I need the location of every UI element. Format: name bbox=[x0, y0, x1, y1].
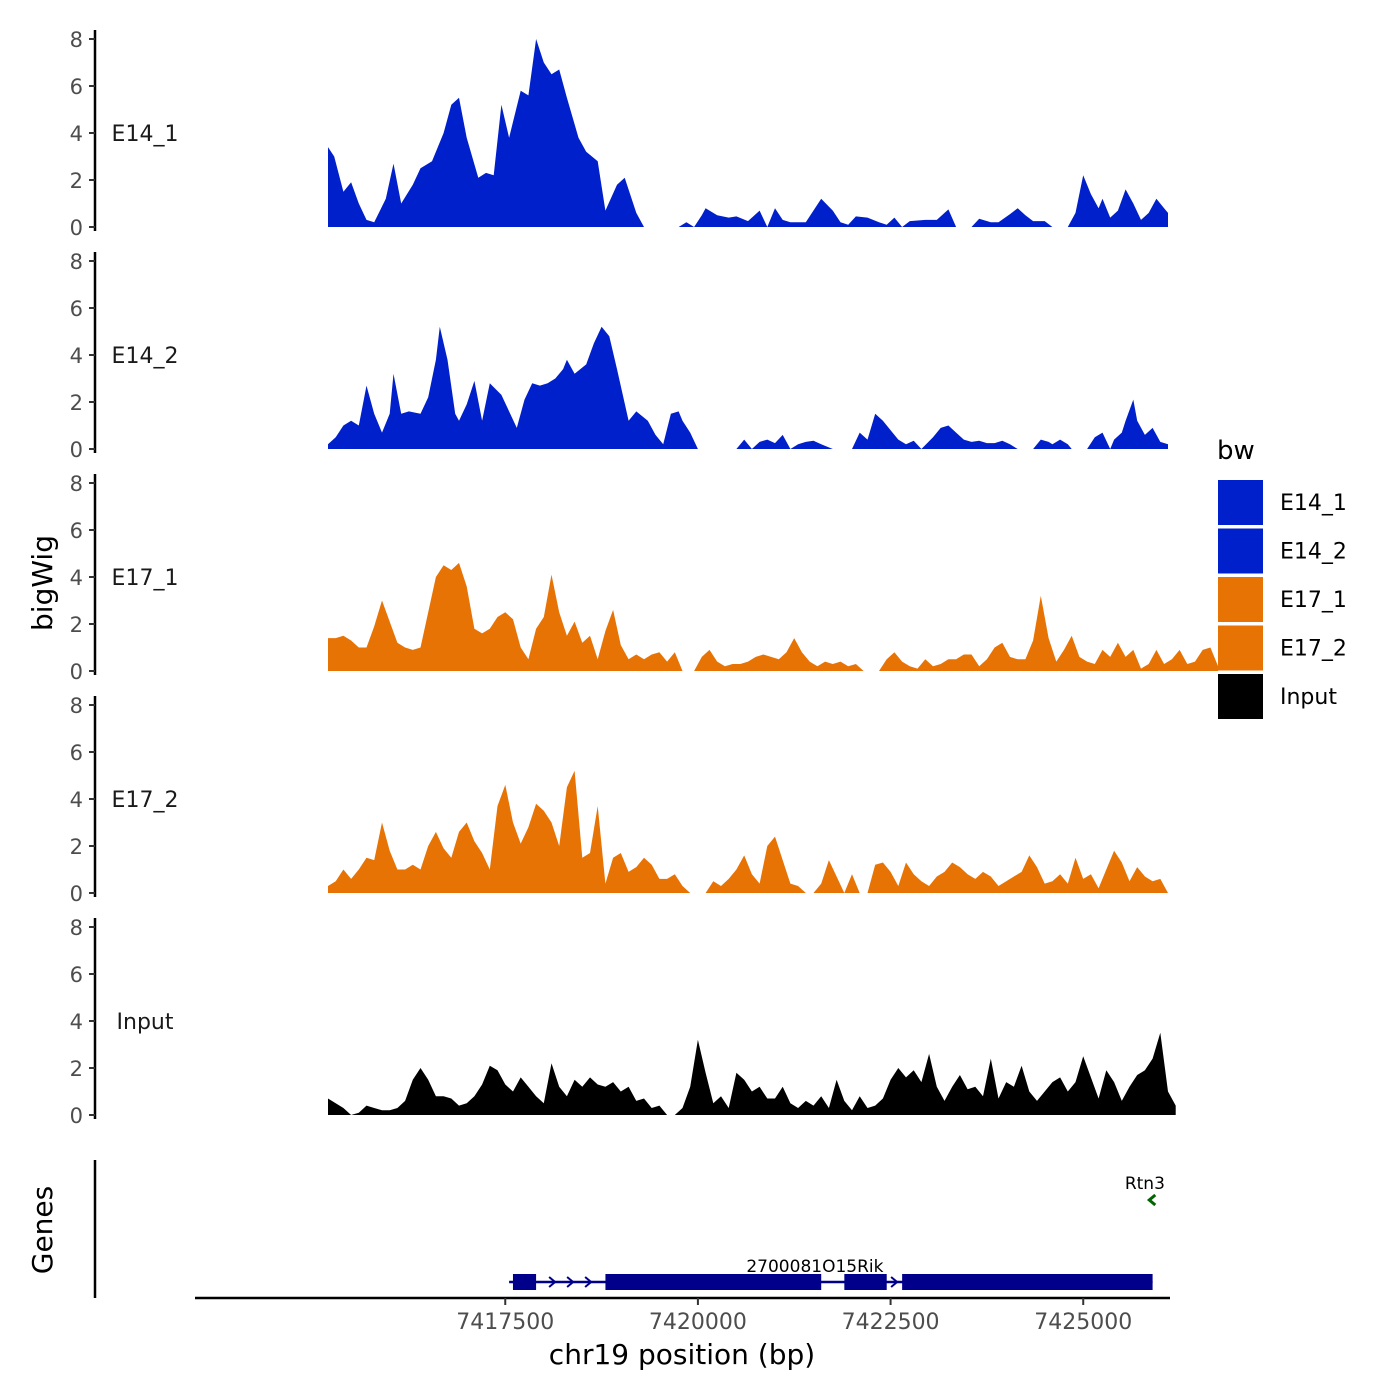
y-tick-label: 0 bbox=[70, 216, 83, 240]
y-tick-label: 4 bbox=[70, 122, 83, 146]
x-tick-label: 7425000 bbox=[1034, 1310, 1132, 1335]
y-tick-label: 6 bbox=[70, 297, 83, 321]
y-tick-label: 8 bbox=[70, 694, 83, 718]
signal-area-E14_2 bbox=[328, 326, 1168, 449]
gene-label: Rtn3 bbox=[1125, 1174, 1165, 1194]
legend-swatch bbox=[1218, 480, 1263, 525]
y-tick-label: 4 bbox=[70, 788, 83, 812]
legend-label: E17_1 bbox=[1280, 588, 1347, 613]
y-tick-label: 0 bbox=[70, 1104, 83, 1128]
y-tick-label: 8 bbox=[70, 28, 83, 52]
y-tick-label: 2 bbox=[70, 613, 83, 637]
tracks-panel: 0 2 4 6 8 E14_1 0 2 4 6 8 E14_2 0 2 4 6 8 E17_1 0 2 4 6 8 E17_2… bbox=[70, 28, 1219, 1128]
signal-area-Input bbox=[328, 1032, 1176, 1115]
track-Input: 0 2 4 6 8 Input bbox=[70, 916, 1176, 1128]
signal-area-E17_1 bbox=[328, 562, 1219, 671]
legend-title: bw bbox=[1217, 436, 1255, 466]
track-E14_1: 0 2 4 6 8 E14_1 bbox=[70, 28, 1168, 240]
y-tick-label: 4 bbox=[70, 344, 83, 368]
track-label: E17_1 bbox=[112, 566, 179, 591]
x-tick-label: 7422500 bbox=[842, 1310, 940, 1335]
x-axis-title: chr19 position (bp) bbox=[549, 1338, 815, 1371]
y-tick-label: 8 bbox=[70, 916, 83, 940]
y-tick-label: 6 bbox=[70, 75, 83, 99]
y-tick-label: 0 bbox=[70, 438, 83, 462]
y-tick-label: 6 bbox=[70, 741, 83, 765]
y-tick-label: 6 bbox=[70, 519, 83, 543]
y-tick-label: 4 bbox=[70, 1010, 83, 1034]
track-label: E14_1 bbox=[112, 122, 179, 147]
x-axis: 7417500 7420000 7422500 7425000 bbox=[195, 1296, 1170, 1335]
x-tick-label: 7417500 bbox=[456, 1310, 554, 1335]
strand-arrow bbox=[584, 1276, 593, 1288]
track-label: E14_2 bbox=[112, 344, 179, 369]
y-tick-label: 4 bbox=[70, 566, 83, 590]
y-tick-label: 2 bbox=[70, 391, 83, 415]
y-axis-title: bigWig bbox=[26, 535, 59, 631]
legend: bw E14_1 E14_2 E17_1 E17_2 Input bbox=[1217, 436, 1347, 719]
y-tick-label: 8 bbox=[70, 472, 83, 496]
x-tick-label: 7420000 bbox=[649, 1310, 747, 1335]
gene-exon bbox=[605, 1274, 822, 1290]
legend-swatch bbox=[1218, 577, 1263, 622]
legend-label: E14_1 bbox=[1280, 491, 1347, 516]
genes-axis-title: Genes bbox=[26, 1186, 59, 1274]
signal-area-E17_2 bbox=[328, 770, 1168, 893]
genes-panel: 2700081O15Rik Rtn3 bbox=[93, 1160, 1165, 1298]
y-tick-label: 2 bbox=[70, 1057, 83, 1081]
y-tick-label: 0 bbox=[70, 882, 83, 906]
track-label: Input bbox=[117, 1010, 174, 1035]
strand-arrow bbox=[1146, 1193, 1157, 1207]
signal-area-E14_1 bbox=[328, 39, 1168, 227]
legend-swatch bbox=[1218, 625, 1263, 671]
y-tick-label: 8 bbox=[70, 250, 83, 274]
strand-arrow bbox=[890, 1276, 899, 1288]
gene-exon bbox=[844, 1274, 887, 1290]
legend-label: E17_2 bbox=[1280, 637, 1347, 662]
gene-exon bbox=[512, 1274, 537, 1290]
y-tick-label: 0 bbox=[70, 660, 83, 684]
legend-swatch bbox=[1218, 528, 1263, 574]
gene-label: 2700081O15Rik bbox=[746, 1257, 883, 1277]
y-tick-label: 6 bbox=[70, 963, 83, 987]
gene-2700081O15Rik: 2700081O15Rik bbox=[509, 1257, 1153, 1290]
track-E14_2: 0 2 4 6 8 E14_2 bbox=[70, 250, 1168, 462]
track-label: E17_2 bbox=[112, 788, 179, 813]
strand-arrow bbox=[566, 1276, 575, 1288]
y-tick-label: 2 bbox=[70, 835, 83, 859]
gene-exon bbox=[902, 1274, 1153, 1290]
strand-arrow bbox=[548, 1276, 557, 1288]
y-tick-label: 2 bbox=[70, 169, 83, 193]
legend-label: E14_2 bbox=[1280, 540, 1347, 565]
legend-label: Input bbox=[1280, 685, 1337, 710]
track-E17_1: 0 2 4 6 8 E17_1 bbox=[70, 472, 1219, 684]
track-E17_2: 0 2 4 6 8 E17_2 bbox=[70, 694, 1168, 906]
legend-swatch bbox=[1218, 674, 1263, 719]
gene-Rtn3: Rtn3 bbox=[1125, 1174, 1165, 1207]
